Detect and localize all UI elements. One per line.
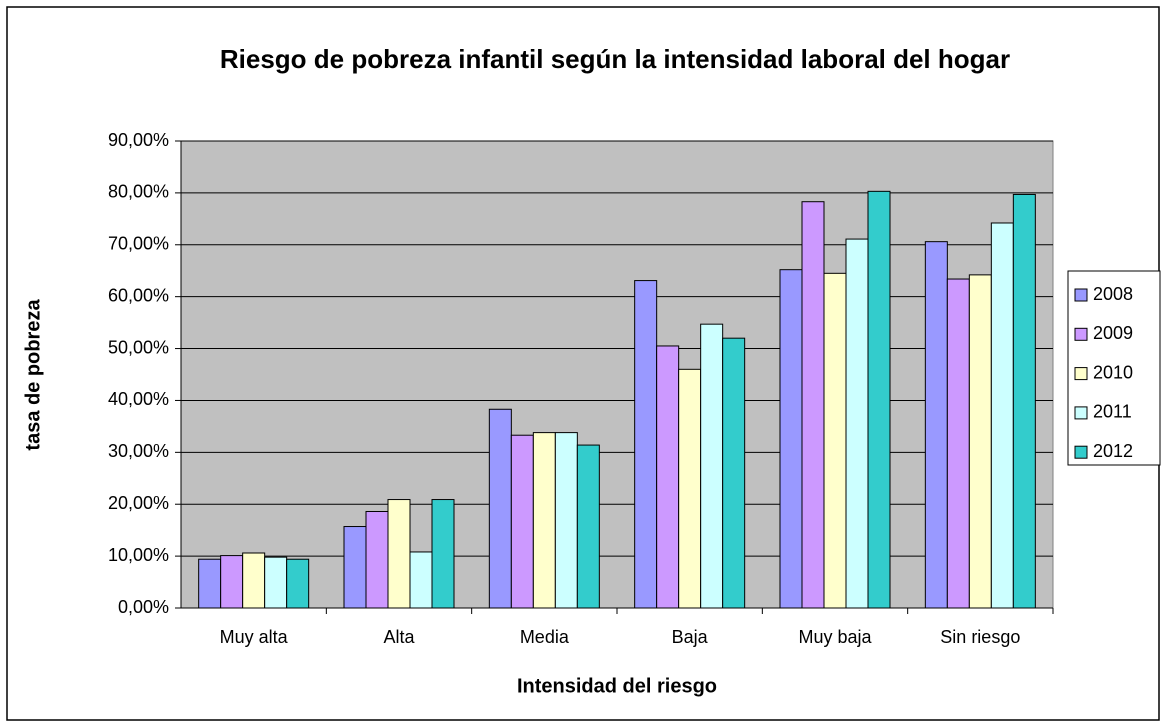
bar bbox=[867, 190, 891, 609]
y-tick-label: 10,00% bbox=[108, 545, 169, 565]
legend-label: 2011 bbox=[1093, 402, 1132, 422]
bar bbox=[554, 432, 578, 609]
y-tick-label: 60,00% bbox=[108, 285, 169, 305]
x-tick-label: Muy baja bbox=[798, 627, 872, 647]
x-tick-label: Alta bbox=[383, 627, 415, 647]
bar bbox=[678, 368, 702, 609]
x-axis-title: Intensidad del riesgo bbox=[517, 675, 717, 697]
bar bbox=[1012, 193, 1036, 609]
bar bbox=[510, 434, 534, 609]
legend-swatch bbox=[1074, 445, 1088, 459]
x-tick-label: Media bbox=[520, 627, 570, 647]
legend-label: 2008 bbox=[1093, 284, 1133, 304]
bar bbox=[946, 278, 970, 609]
bar bbox=[264, 556, 288, 609]
y-tick-label: 80,00% bbox=[108, 182, 169, 202]
y-tick-label: 40,00% bbox=[108, 389, 169, 409]
plot-area bbox=[180, 140, 1054, 609]
chart-title: Riesgo de pobreza infantil según la inte… bbox=[219, 44, 1011, 74]
bar bbox=[823, 272, 847, 609]
y-tick-label: 0,00% bbox=[118, 597, 169, 617]
bar bbox=[286, 558, 310, 609]
bar bbox=[431, 499, 455, 609]
y-tick-label: 90,00% bbox=[108, 130, 169, 150]
bar bbox=[779, 269, 803, 609]
bar bbox=[801, 201, 825, 609]
legend-label: 2009 bbox=[1093, 323, 1133, 343]
y-axis-title: tasa de pobreza bbox=[22, 299, 44, 451]
x-tick-label: Baja bbox=[672, 627, 709, 647]
bar bbox=[242, 552, 266, 609]
bar bbox=[700, 323, 724, 609]
legend-swatch bbox=[1074, 367, 1088, 381]
bar bbox=[409, 551, 433, 609]
bar bbox=[924, 241, 948, 609]
legend-swatch bbox=[1074, 406, 1088, 420]
bar bbox=[532, 432, 556, 609]
bar bbox=[488, 408, 512, 609]
legend-label: 2012 bbox=[1093, 441, 1133, 461]
x-tick-label: Sin riesgo bbox=[940, 627, 1020, 647]
bar bbox=[387, 499, 411, 609]
bar bbox=[968, 274, 992, 609]
bar bbox=[343, 526, 367, 609]
bar bbox=[656, 345, 680, 609]
bar bbox=[365, 510, 389, 609]
bar bbox=[198, 558, 222, 609]
bar bbox=[576, 444, 600, 609]
bar bbox=[845, 238, 869, 609]
bar bbox=[722, 337, 746, 609]
y-tick-label: 30,00% bbox=[108, 441, 169, 461]
legend-swatch bbox=[1074, 288, 1088, 302]
y-tick-label: 70,00% bbox=[108, 234, 169, 254]
legend-swatch bbox=[1074, 327, 1088, 341]
bar bbox=[220, 555, 244, 609]
y-tick-label: 50,00% bbox=[108, 337, 169, 357]
bar bbox=[990, 222, 1014, 609]
legend-label: 2010 bbox=[1093, 362, 1133, 382]
bar bbox=[634, 280, 658, 609]
x-tick-label: Muy alta bbox=[220, 627, 289, 647]
y-tick-label: 20,00% bbox=[108, 493, 169, 513]
